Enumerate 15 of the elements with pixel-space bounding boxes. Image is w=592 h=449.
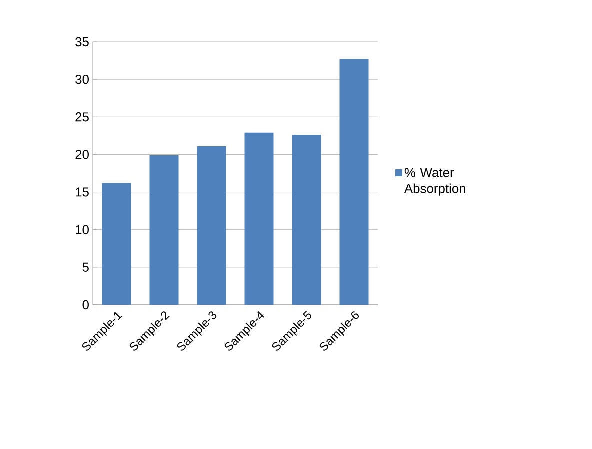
legend-label: % Water Absorption [404, 168, 466, 196]
bar [292, 135, 322, 305]
bar [340, 59, 369, 305]
y-tick-label: 10 [76, 225, 89, 234]
y-tick-label: 20 [76, 150, 89, 160]
y-tick-label: 30 [76, 74, 89, 84]
bar [197, 146, 226, 305]
y-tick-label: 15 [76, 188, 89, 197]
bar [102, 183, 132, 305]
bar [244, 132, 274, 305]
y-tick-label: 35 [76, 37, 89, 47]
y-tick-label: 0 [82, 300, 89, 310]
y-tick-label: 5 [82, 262, 89, 272]
bar [150, 155, 179, 305]
y-tick-label: 25 [76, 112, 89, 122]
